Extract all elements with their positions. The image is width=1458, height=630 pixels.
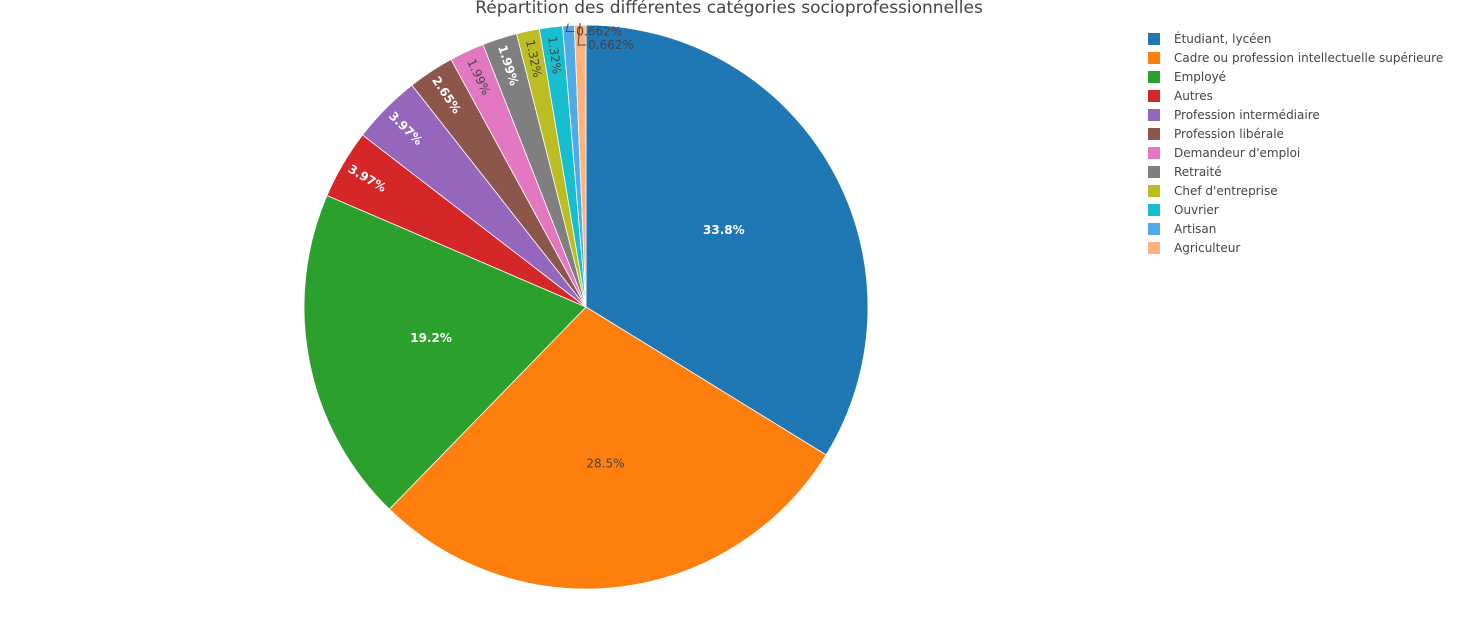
legend-label-agriculteur: Agriculteur	[1174, 241, 1240, 255]
slice-label-agriculteur: 0.662%	[588, 38, 634, 52]
legend-swatch-profession-intermediaire	[1148, 109, 1160, 121]
legend-label-profession-liberale: Profession libérale	[1174, 127, 1284, 141]
legend-item-ouvrier[interactable]: Ouvrier	[1148, 203, 1219, 217]
legend-label-employe: Employé	[1174, 70, 1226, 84]
legend-swatch-artisan	[1148, 223, 1160, 235]
legend-item-profession-intermediaire[interactable]: Profession intermédiaire	[1148, 108, 1320, 122]
legend-label-chef-d-entreprise: Chef d'entreprise	[1174, 184, 1278, 198]
slice-label-cadre-ou-profession-intellectuelle-superieure: 28.5%	[586, 457, 624, 471]
legend-label-retraite: Retraité	[1174, 165, 1222, 179]
legend-item-agriculteur[interactable]: Agriculteur	[1148, 241, 1240, 255]
legend-item-profession-liberale[interactable]: Profession libérale	[1148, 127, 1284, 141]
slice-leader-agriculteur	[577, 23, 587, 46]
slice-etudiant-lyceen	[585, 24, 869, 456]
legend-label-artisan: Artisan	[1174, 222, 1216, 236]
legend-label-profession-intermediaire: Profession intermédiaire	[1174, 108, 1320, 122]
legend-swatch-retraite	[1148, 166, 1160, 178]
legend-label-etudiant-lyceen: Étudiant, lycéen	[1174, 31, 1272, 46]
legend-item-cadre-ou-profession-intellectuelle-superieure[interactable]: Cadre ou profession intellectuelle supér…	[1148, 51, 1443, 65]
legend-item-etudiant-lyceen[interactable]: Étudiant, lycéen	[1148, 31, 1272, 46]
legend-label-demandeur-d-emploi: Demandeur d'emploi	[1174, 146, 1300, 160]
slice-label-artisan: 0.662%	[576, 25, 622, 39]
slice-label-etudiant-lyceen: 33.8%	[703, 223, 745, 237]
legend-item-artisan[interactable]: Artisan	[1148, 222, 1216, 236]
legend-label-ouvrier: Ouvrier	[1174, 203, 1219, 217]
legend-swatch-demandeur-d-emploi	[1148, 147, 1160, 159]
legend: Étudiant, lycéen Cadre ou profession inte…	[1148, 31, 1443, 255]
legend-label-cadre-ou-profession-intellectuelle-superieure: Cadre ou profession intellectuelle supér…	[1174, 51, 1443, 65]
legend-swatch-ouvrier	[1148, 204, 1160, 216]
legend-swatch-cadre-ou-profession-intellectuelle-superieure	[1148, 52, 1160, 64]
legend-swatch-chef-d-entreprise	[1148, 185, 1160, 197]
legend-swatch-etudiant-lyceen	[1148, 33, 1160, 45]
legend-item-autres[interactable]: Autres	[1148, 89, 1213, 103]
slice-cadre-ou-profession-intellectuelle-superieure	[388, 306, 827, 590]
legend-item-retraite[interactable]: Retraité	[1148, 165, 1222, 179]
legend-swatch-profession-liberale	[1148, 128, 1160, 140]
legend-item-employe[interactable]: Employé	[1148, 70, 1226, 84]
slice-employe	[303, 194, 587, 510]
slice-label-employe: 19.2%	[410, 331, 452, 345]
legend-swatch-agriculteur	[1148, 242, 1160, 254]
legend-item-demandeur-d-emploi[interactable]: Demandeur d'emploi	[1148, 146, 1300, 160]
legend-swatch-employe	[1148, 71, 1160, 83]
slice-label-ouvrier: 1.32%	[545, 35, 564, 75]
chart-title: Répartition des différentes catégories s…	[475, 0, 983, 18]
slice-leader-artisan	[565, 23, 575, 33]
legend-label-autres: Autres	[1174, 89, 1213, 103]
legend-item-chef-d-entreprise[interactable]: Chef d'entreprise	[1148, 184, 1278, 198]
legend-swatch-autres	[1148, 90, 1160, 102]
pie-slices	[303, 24, 869, 590]
